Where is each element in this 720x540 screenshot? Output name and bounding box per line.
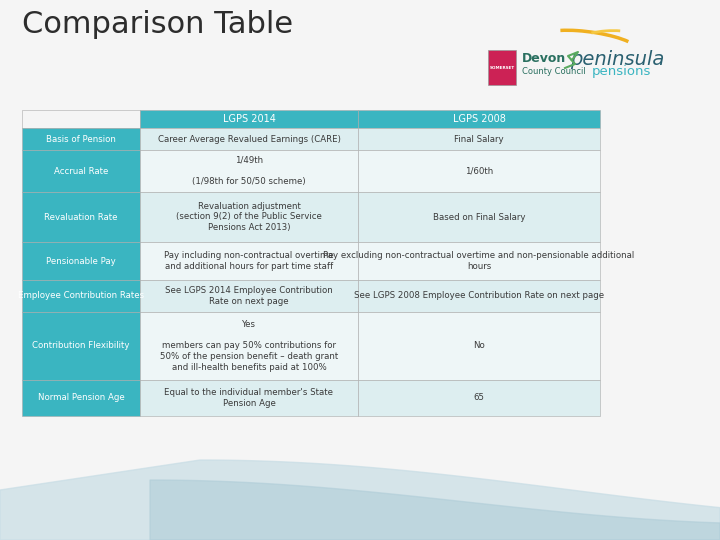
Bar [140,242,358,280]
Bar [22,280,140,312]
Text: Career Average Revalued Earnings (CARE): Career Average Revalued Earnings (CARE) [158,134,341,144]
Bar [358,192,600,242]
Bar [358,312,600,380]
Bar [140,280,358,312]
Text: Basis of Pension: Basis of Pension [46,134,116,144]
Polygon shape [150,480,720,540]
Bar [140,128,358,150]
Bar [22,312,140,380]
Bar [358,128,600,150]
Bar [488,50,516,85]
Text: See LGPS 2008 Employee Contribution Rate on next page: See LGPS 2008 Employee Contribution Rate… [354,292,604,300]
Text: Revaluation Rate: Revaluation Rate [44,213,118,221]
Text: LGPS 2008: LGPS 2008 [453,114,505,124]
Text: Yes

members can pay 50% contributions for
50% of the pension benefit – death gr: Yes members can pay 50% contributions fo… [160,320,338,372]
Text: No: No [473,341,485,350]
Bar [140,380,358,416]
Bar [358,380,600,416]
Bar [358,242,600,280]
Text: Equal to the individual member's State
Pension Age: Equal to the individual member's State P… [164,388,333,408]
Bar [358,280,600,312]
Text: SOMERSET: SOMERSET [490,66,515,70]
Bar [140,312,358,380]
Text: Pay including non-contractual overtime
and additional hours for part time staff: Pay including non-contractual overtime a… [164,251,334,271]
Text: Normal Pension Age: Normal Pension Age [37,394,125,402]
Polygon shape [0,460,720,540]
Text: Pensionable Pay: Pensionable Pay [46,256,116,266]
Text: Revaluation adjustment
(section 9(2) of the Public Service
Pensions Act 2013): Revaluation adjustment (section 9(2) of … [176,202,322,232]
Bar [140,192,358,242]
Text: Based on Final Salary: Based on Final Salary [433,213,526,221]
Text: See LGPS 2014 Employee Contribution
Rate on next page: See LGPS 2014 Employee Contribution Rate… [165,286,333,306]
Bar [358,110,600,128]
Text: Contribution Flexibility: Contribution Flexibility [32,341,130,350]
Bar [140,110,358,128]
Text: County Council: County Council [522,68,586,77]
Bar [22,150,140,192]
Text: Final Salary: Final Salary [454,134,504,144]
Text: peninsula: peninsula [570,50,665,69]
Bar [358,150,600,192]
Bar [22,128,140,150]
Text: Devon: Devon [522,51,566,64]
Bar [22,192,140,242]
Text: 65: 65 [474,394,485,402]
Text: Pay excluding non-contractual overtime and non-pensionable additional
hours: Pay excluding non-contractual overtime a… [323,251,634,271]
Text: pensions: pensions [592,65,652,78]
Bar [22,110,140,128]
Bar [140,150,358,192]
Bar [22,242,140,280]
Text: Employee Contribution Rates: Employee Contribution Rates [18,292,144,300]
Text: Accrual Rate: Accrual Rate [54,166,108,176]
Text: 1/49th

(1/98th for 50/50 scheme): 1/49th (1/98th for 50/50 scheme) [192,156,306,186]
Text: 1/60th: 1/60th [465,166,493,176]
Text: Comparison Table: Comparison Table [22,10,293,39]
Bar [22,380,140,416]
Text: LGPS 2014: LGPS 2014 [222,114,276,124]
